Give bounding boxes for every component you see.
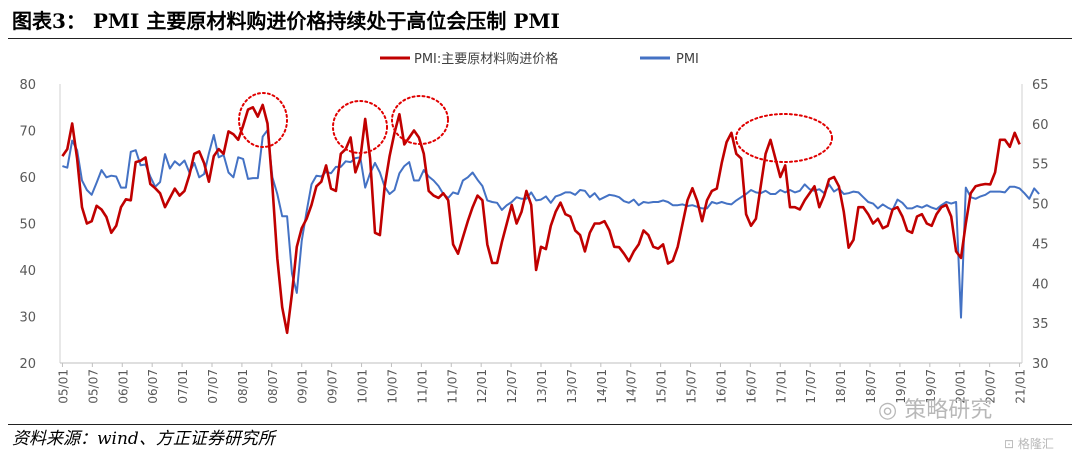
x-tick-label: 13/07 — [565, 369, 579, 404]
x-tick-label: 09/07 — [326, 369, 340, 404]
y-right-tick-label: 65 — [1032, 78, 1049, 93]
x-tick-label: 11/07 — [445, 369, 459, 404]
y-right-tick-label: 45 — [1032, 237, 1049, 252]
chart-title: 图表3： PMI 主要原材料购进价格持续处于高位会压制 PMI — [12, 9, 560, 33]
x-tick-label: 13/01 — [535, 369, 549, 404]
x-tick-label: 16/01 — [714, 369, 728, 404]
x-tick-label: 21/01 — [1014, 369, 1028, 404]
x-axis-ticks: 05/01 05/07 06/01 06/07 07/01 07/07 08/01 08/07… — [56, 363, 1028, 404]
annotation-ellipse — [391, 95, 449, 145]
x-tick-label: 14/07 — [625, 369, 639, 404]
x-tick-label: 06/07 — [146, 369, 160, 404]
annotation-ellipse — [238, 92, 288, 148]
x-tick-label: 20/07 — [984, 369, 998, 404]
source-note: 资料来源：wind、方正证券研究所 — [12, 429, 275, 449]
y-left-tick-label: 50 — [19, 218, 36, 233]
y-left-tick-label: 40 — [19, 264, 36, 279]
y-right-tick-label: 55 — [1032, 158, 1049, 173]
x-tick-label: 05/01 — [56, 369, 70, 404]
y-right-tick-label: 40 — [1032, 277, 1049, 292]
x-tick-label: 15/01 — [655, 369, 669, 404]
legend-label-price: PMI:主要原材料购进价格 — [414, 51, 558, 67]
y-left-tick-label: 60 — [19, 171, 36, 186]
brand-watermark: ⊡ 格隆汇 — [1004, 434, 1054, 454]
left-axis-ticks: 20 30 40 50 60 70 80 — [19, 78, 36, 372]
x-tick-label: 19/07 — [924, 369, 938, 404]
axes — [59, 84, 1023, 364]
x-tick-label: 14/01 — [595, 369, 609, 404]
x-tick-label: 17/07 — [804, 369, 818, 404]
y-right-tick-label: 35 — [1032, 317, 1049, 332]
y-left-tick-label: 70 — [19, 125, 36, 140]
x-tick-label: 18/07 — [864, 369, 878, 404]
annotation-circles — [238, 92, 833, 163]
y-right-tick-label: 50 — [1032, 198, 1049, 213]
x-tick-label: 15/07 — [685, 369, 699, 404]
y-right-tick-label: 30 — [1032, 357, 1049, 372]
legend: PMI:主要原材料购进价格 PMI — [380, 51, 699, 67]
y-left-tick-label: 80 — [19, 78, 36, 93]
source-rule — [8, 424, 1072, 425]
x-tick-label: 08/07 — [266, 369, 280, 404]
x-tick-label: 18/01 — [834, 369, 848, 404]
brand-logo-icon: ⊡ — [1004, 437, 1015, 451]
brand-watermark-text: 格隆汇 — [1017, 437, 1054, 451]
x-tick-label: 10/01 — [356, 369, 370, 404]
x-tick-label: 12/07 — [505, 369, 519, 404]
series-line-pmi — [62, 129, 1040, 319]
x-tick-label: 06/01 — [116, 369, 130, 404]
title-rule — [8, 38, 1072, 39]
x-tick-label: 08/01 — [236, 369, 250, 404]
x-tick-label: 16/07 — [744, 369, 758, 404]
x-tick-label: 19/01 — [894, 369, 908, 404]
series-lines — [61, 103, 1040, 335]
x-tick-label: 09/01 — [296, 369, 310, 404]
annotation-ellipse — [332, 100, 388, 154]
watermark: ◎ 策略研究 — [878, 396, 992, 426]
x-tick-label: 05/07 — [86, 369, 100, 404]
y-left-tick-label: 30 — [19, 311, 36, 326]
right-axis-ticks: 30 35 40 45 50 55 60 65 — [1032, 78, 1049, 372]
series-line-raw-material-price — [61, 103, 1021, 335]
wechat-icon: ◎ — [878, 398, 898, 423]
annotation-ellipse — [735, 113, 833, 163]
x-tick-label: 07/07 — [206, 369, 220, 404]
legend-label-pmi: PMI — [676, 52, 699, 67]
x-tick-label: 11/01 — [415, 369, 429, 404]
x-tick-label: 07/01 — [176, 369, 190, 404]
y-left-tick-label: 20 — [19, 357, 36, 372]
x-tick-label: 20/01 — [954, 369, 968, 404]
watermark-text: 策略研究 — [904, 398, 993, 423]
x-tick-label: 12/01 — [475, 369, 489, 404]
x-tick-label: 10/07 — [385, 369, 399, 404]
y-right-tick-label: 60 — [1032, 118, 1049, 133]
x-tick-label: 17/01 — [774, 369, 788, 404]
